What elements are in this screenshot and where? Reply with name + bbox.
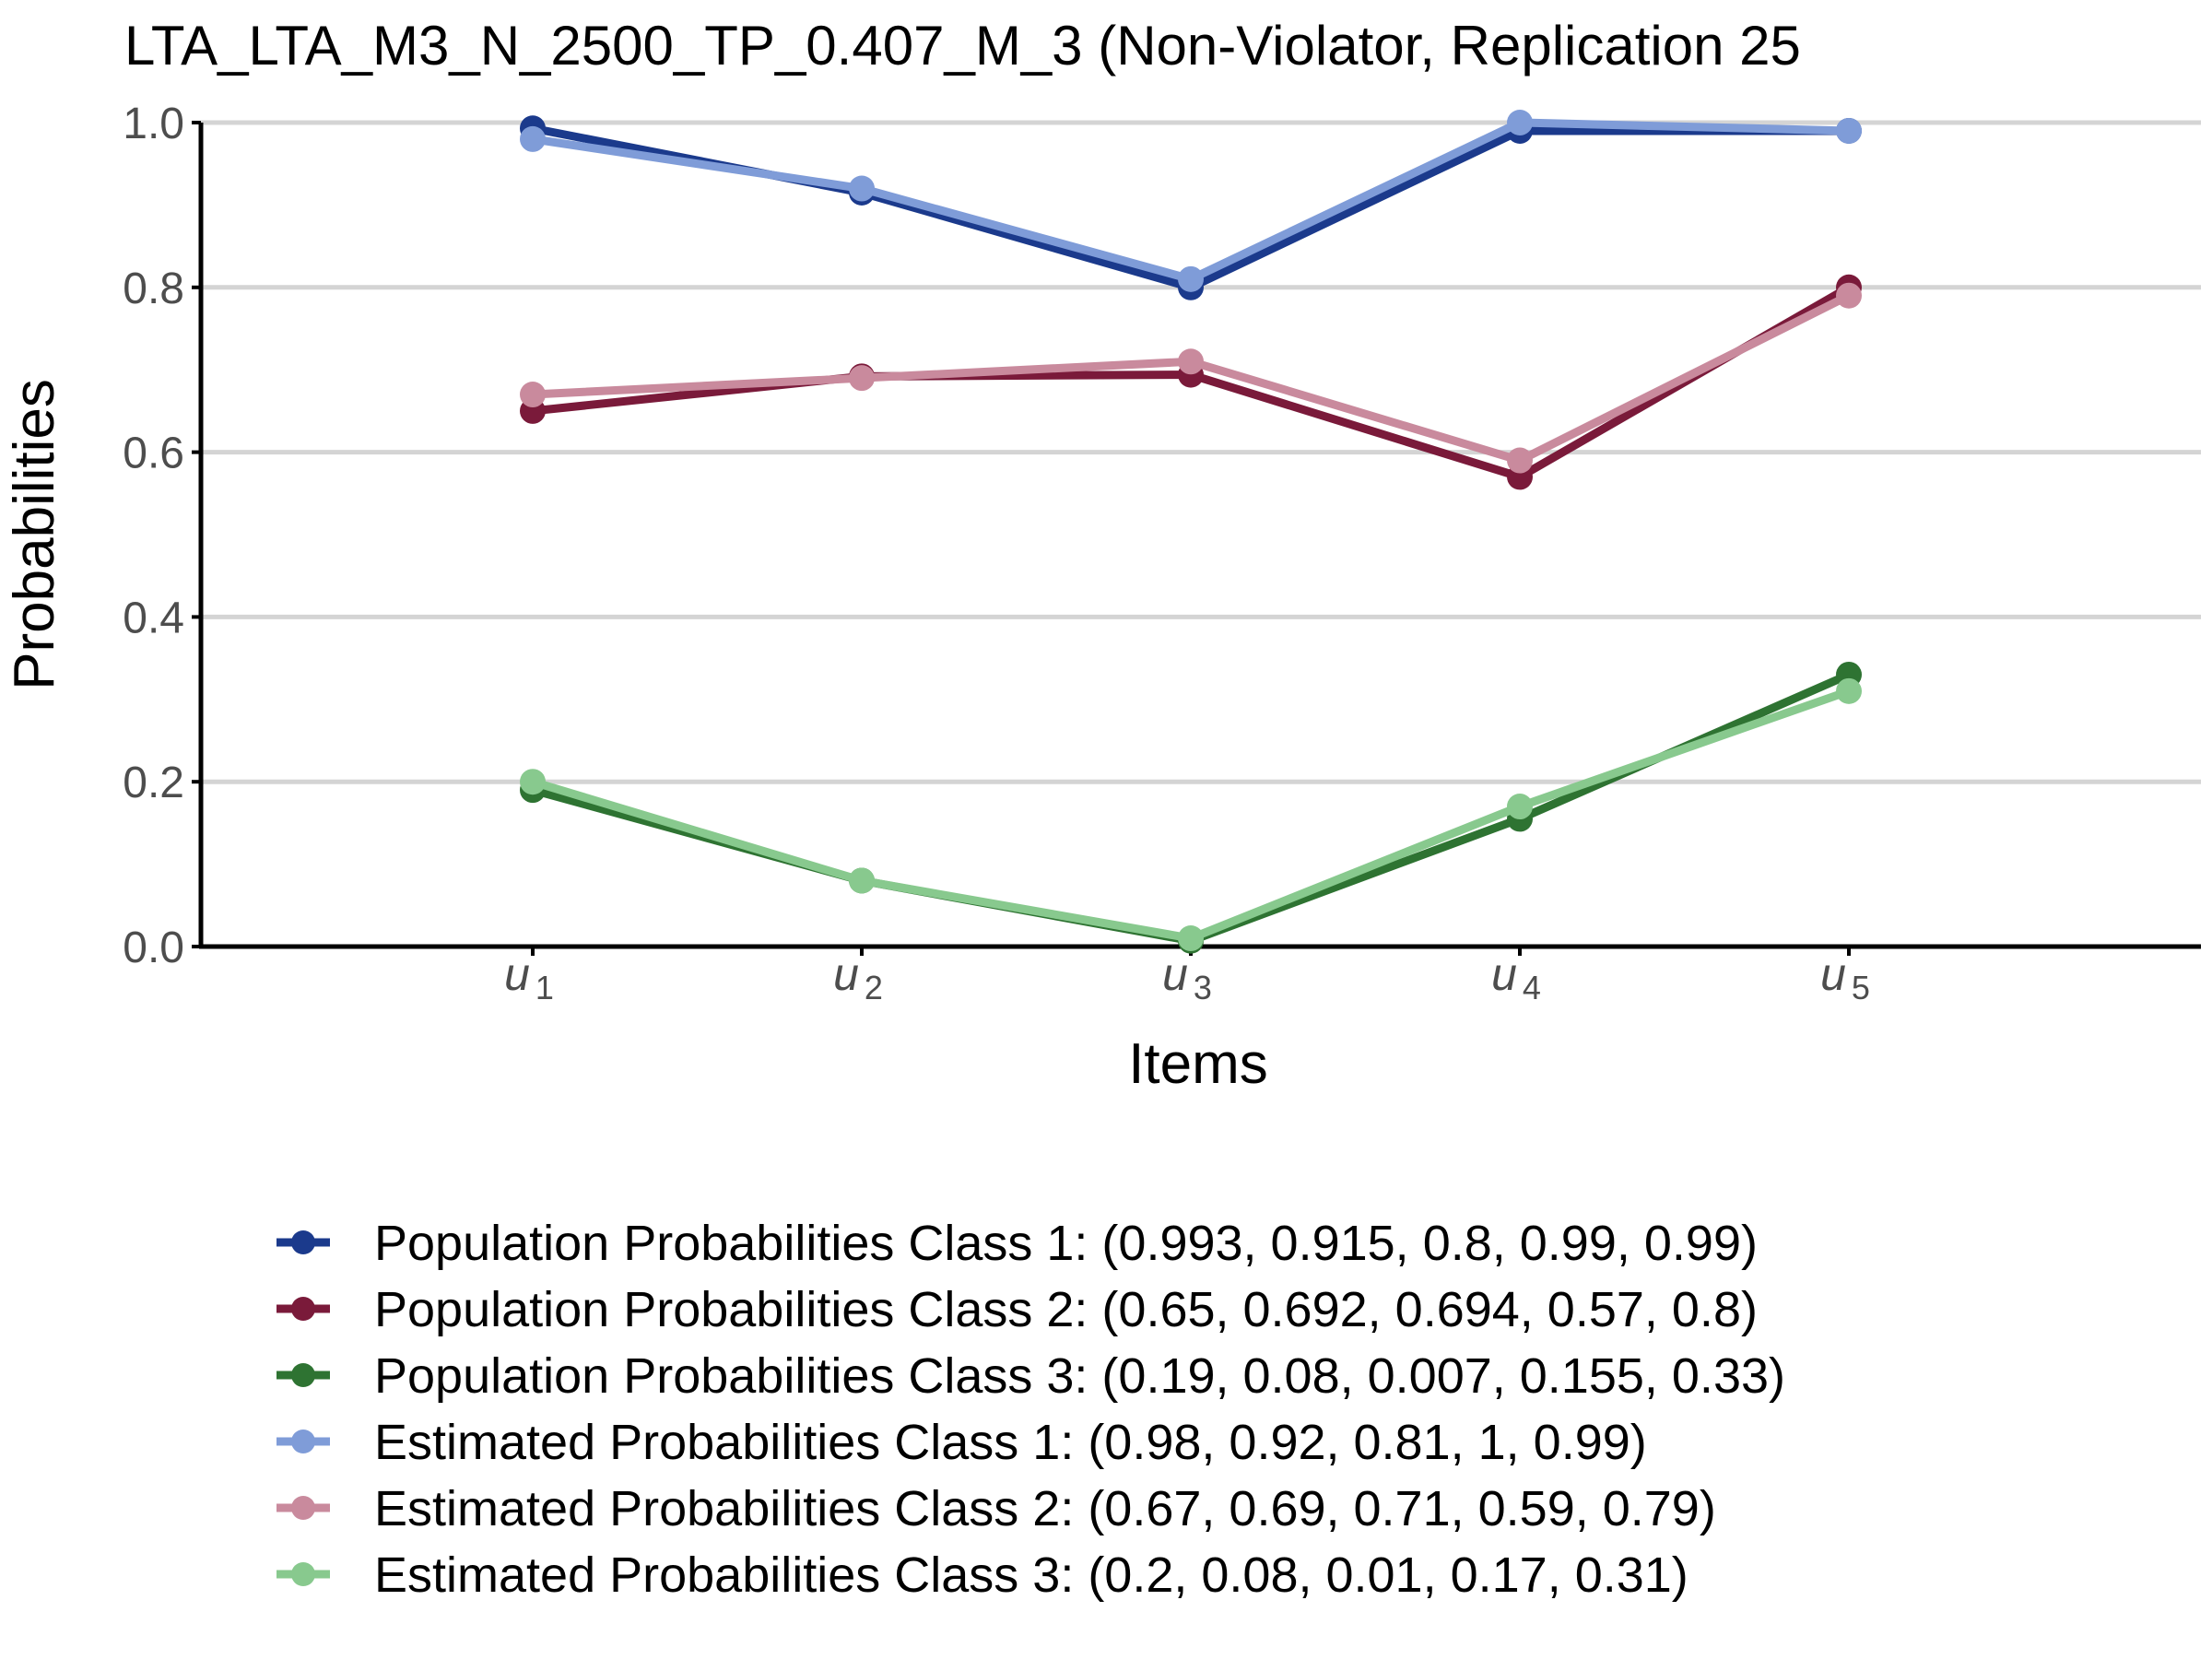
legend-item: Estimated Probabilities Class 2: (0.67, … bbox=[276, 1481, 1716, 1536]
y-tick-label: 0.6 bbox=[123, 429, 184, 478]
legend-item: Population Probabilities Class 1: (0.993… bbox=[276, 1216, 1758, 1271]
x-tick-label-subscript: 1 bbox=[535, 969, 554, 1006]
legend-key-point bbox=[291, 1496, 315, 1520]
axes bbox=[198, 123, 2201, 949]
gridlines bbox=[201, 120, 2201, 949]
legend-label: Population Probabilities Class 3: (0.19,… bbox=[374, 1348, 1785, 1404]
legend-item: Estimated Probabilities Class 3: (0.2, 0… bbox=[276, 1547, 1688, 1603]
legend-item: Estimated Probabilities Class 1: (0.98, … bbox=[276, 1415, 1647, 1470]
data-point bbox=[849, 365, 875, 392]
x-tick-label-subscript: 3 bbox=[1194, 969, 1212, 1006]
data-point bbox=[1178, 925, 1204, 952]
legend-item: Population Probabilities Class 2: (0.65,… bbox=[276, 1282, 1758, 1337]
legend-key-point bbox=[291, 1430, 315, 1453]
series-line bbox=[528, 687, 1853, 943]
data-point bbox=[520, 382, 546, 408]
y-axis-title: Probabilities bbox=[3, 379, 66, 690]
data-point bbox=[849, 175, 875, 202]
data-point bbox=[520, 125, 546, 152]
data-point bbox=[1836, 282, 1862, 309]
legend-key-point bbox=[291, 1562, 315, 1586]
x-tick-label-base: u bbox=[833, 948, 859, 1000]
legend-key-point bbox=[291, 1297, 315, 1321]
data-point bbox=[1178, 348, 1204, 375]
legend-label: Estimated Probabilities Class 3: (0.2, 0… bbox=[374, 1547, 1688, 1603]
data-point bbox=[1507, 110, 1533, 135]
legend-item: Population Probabilities Class 3: (0.19,… bbox=[276, 1348, 1785, 1404]
legend-label: Population Probabilities Class 2: (0.65,… bbox=[374, 1282, 1758, 1337]
y-tick-label: 0.2 bbox=[123, 759, 184, 807]
data-point bbox=[1507, 447, 1533, 474]
data-point bbox=[1178, 265, 1204, 292]
series-line bbox=[528, 670, 1853, 946]
legend-label: Population Probabilities Class 1: (0.993… bbox=[374, 1216, 1758, 1271]
legend-key-point bbox=[291, 1363, 315, 1387]
y-tick-label: 1.0 bbox=[123, 100, 184, 148]
x-tick-label-subscript: 4 bbox=[1523, 969, 1541, 1006]
series-line bbox=[528, 118, 1853, 284]
data-point bbox=[520, 769, 546, 795]
data-point bbox=[1507, 794, 1533, 820]
data-point bbox=[1836, 677, 1862, 704]
series-5 bbox=[520, 282, 1862, 474]
series-line bbox=[528, 124, 1853, 292]
series-layer bbox=[520, 110, 1862, 954]
x-tick-label-subscript: 5 bbox=[1852, 969, 1870, 1006]
series-6 bbox=[520, 677, 1862, 952]
y-tick-label: 0.8 bbox=[123, 265, 184, 313]
y-tick-label: 0.0 bbox=[123, 924, 184, 972]
data-point bbox=[1836, 117, 1862, 144]
series-4 bbox=[520, 110, 1862, 292]
series-3 bbox=[520, 661, 1862, 954]
x-tick-label-base: u bbox=[1820, 948, 1846, 1000]
x-axis-title: Items bbox=[1128, 1032, 1268, 1096]
x-tick-label-base: u bbox=[1491, 948, 1517, 1000]
legend: Population Probabilities Class 1: (0.993… bbox=[276, 1216, 1785, 1603]
y-tick-label: 0.4 bbox=[123, 594, 184, 642]
legend-key-point bbox=[291, 1230, 315, 1254]
legend-label: Estimated Probabilities Class 1: (0.98, … bbox=[374, 1415, 1647, 1470]
legend-label: Estimated Probabilities Class 2: (0.67, … bbox=[374, 1481, 1716, 1536]
x-tick-label-base: u bbox=[504, 948, 530, 1000]
data-point bbox=[849, 867, 875, 894]
x-tick-label-base: u bbox=[1162, 948, 1188, 1000]
chart-title: LTA_LTA_M3_N_2500_TP_0.407_M_3 (Non-Viol… bbox=[124, 15, 1801, 76]
x-tick-label-subscript: 2 bbox=[865, 969, 883, 1006]
y-axis-ticks: 0.0 0.2 0.4 0.6 0.8 1.0 bbox=[123, 100, 201, 972]
